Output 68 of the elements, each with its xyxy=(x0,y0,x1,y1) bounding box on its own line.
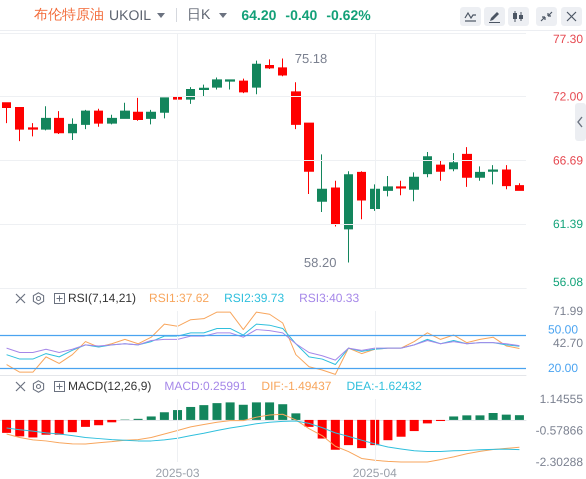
line-series xyxy=(6,329,520,361)
chart-subtitle: UKOIL xyxy=(109,7,152,23)
y-tick-label: 1.14555 xyxy=(540,392,584,406)
bar xyxy=(226,402,235,420)
y-tick-label: 77.30 xyxy=(552,32,584,46)
bar xyxy=(68,420,77,432)
line-series xyxy=(6,414,520,462)
bar xyxy=(462,415,472,420)
y-tick-label: 42.70 xyxy=(552,336,584,350)
x-tick-label: 2025-04 xyxy=(352,466,398,479)
bar xyxy=(94,420,104,426)
bar xyxy=(449,416,458,420)
bar xyxy=(488,412,498,420)
text: -0.40 xyxy=(285,7,318,23)
text: DEA:-1.62432 xyxy=(346,379,422,393)
x-tick-label: 2025-03 xyxy=(156,466,200,479)
bar xyxy=(238,404,248,420)
bar xyxy=(107,420,116,422)
y-tick-label: 61.39 xyxy=(552,217,584,232)
y-tick-label: 71.99 xyxy=(552,304,584,318)
bar xyxy=(330,420,340,450)
series-label: DIF:-1.49437 xyxy=(261,379,332,393)
bar xyxy=(422,420,432,424)
line-series xyxy=(6,312,520,375)
bar xyxy=(410,420,419,432)
text: 64.20 xyxy=(241,7,276,23)
bar xyxy=(502,414,511,420)
bar xyxy=(173,410,182,420)
bar xyxy=(396,420,406,437)
chart-title: MACD(12,26,9) xyxy=(68,379,152,393)
line-series xyxy=(6,420,520,452)
ref-line-label: 20.00 xyxy=(548,360,578,375)
chart-title: RSI(7,14,21) xyxy=(68,291,136,305)
bar xyxy=(160,412,169,420)
y-tick-label: -0.57866 xyxy=(536,424,584,438)
series-label: RSI2:39.73 xyxy=(224,291,284,305)
bar xyxy=(265,402,274,420)
text: 日K xyxy=(187,6,210,24)
bar xyxy=(212,403,222,420)
y-tick-label: -2.30288 xyxy=(536,455,584,469)
y-tick-label: 56.08 xyxy=(552,275,584,289)
bar xyxy=(252,402,261,420)
series-label: MACD:0.25991 xyxy=(164,379,247,393)
bar xyxy=(291,413,300,420)
bar xyxy=(475,415,484,420)
bar xyxy=(278,404,288,420)
y-tick-label: 66.69 xyxy=(552,154,584,168)
bar xyxy=(2,420,12,433)
bar xyxy=(186,406,196,420)
bar xyxy=(80,420,90,427)
annotation: 75.18 xyxy=(294,50,328,66)
y-tick-label: 72.00 xyxy=(552,90,584,104)
text: -0.62% xyxy=(326,7,371,23)
bar xyxy=(15,420,24,436)
series-label: RSI1:37.62 xyxy=(149,291,210,305)
text: RSI3:40.33 xyxy=(299,291,360,305)
bar xyxy=(344,420,353,446)
annotation: 58.20 xyxy=(304,255,336,270)
bar xyxy=(514,415,524,420)
bar xyxy=(28,420,38,438)
bar xyxy=(357,420,366,448)
chart-title: 布伦特原油 xyxy=(34,6,104,24)
bar xyxy=(146,416,156,420)
bar xyxy=(199,405,208,420)
bar xyxy=(42,420,51,435)
bar xyxy=(54,420,64,435)
ref-line-label: 50.00 xyxy=(548,322,578,337)
bar xyxy=(383,420,392,440)
